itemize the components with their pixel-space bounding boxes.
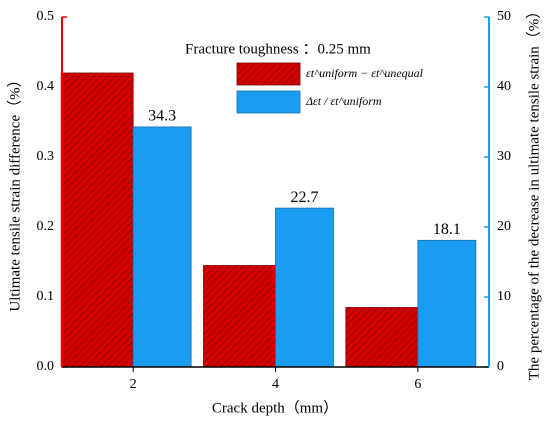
bar [275,207,334,368]
legend-title: Fracture toughness ：0.25 mm [185,41,371,57]
y-tick-label: 0.4 [37,79,55,94]
y2-tick-label: 40 [497,79,511,94]
y-tick-label: 0.2 [37,219,55,234]
bar [345,307,419,368]
y2-tick-label: 10 [497,289,511,304]
x-tick-label: 4 [272,377,279,392]
legend-label: εt^uniform − εt^unequal [306,66,424,80]
data-label: 18.1 [433,221,461,238]
x-tick-label: 6 [414,377,421,392]
y2-axis-label: The percentage of the decrease in ultima… [525,4,542,381]
bar [203,265,276,368]
legend-swatch [236,90,301,114]
y-tick-label: 0.0 [37,359,55,374]
data-label: 22.7 [291,189,319,206]
y2-tick-label: 30 [497,149,511,164]
y2-tick-label: 50 [497,9,511,24]
bar [132,126,192,368]
y-tick-label: 0.3 [37,149,55,164]
y2-tick-label: 20 [497,219,511,234]
bar [60,72,134,368]
y-axis-label: Ultimate tensile strain difference（%） [6,72,23,311]
y2-tick-label: 0 [497,359,504,374]
legend-swatch [236,62,301,86]
y-tick-label: 0.5 [37,9,55,24]
bar [417,239,477,368]
x-tick-label: 2 [130,377,137,392]
data-label: 34.3 [148,108,176,125]
x-axis-label: Crack depth（mm） [212,399,338,416]
y-tick-label: 0.1 [37,289,55,304]
legend-label: Δεt / εt^uniform [305,94,382,108]
